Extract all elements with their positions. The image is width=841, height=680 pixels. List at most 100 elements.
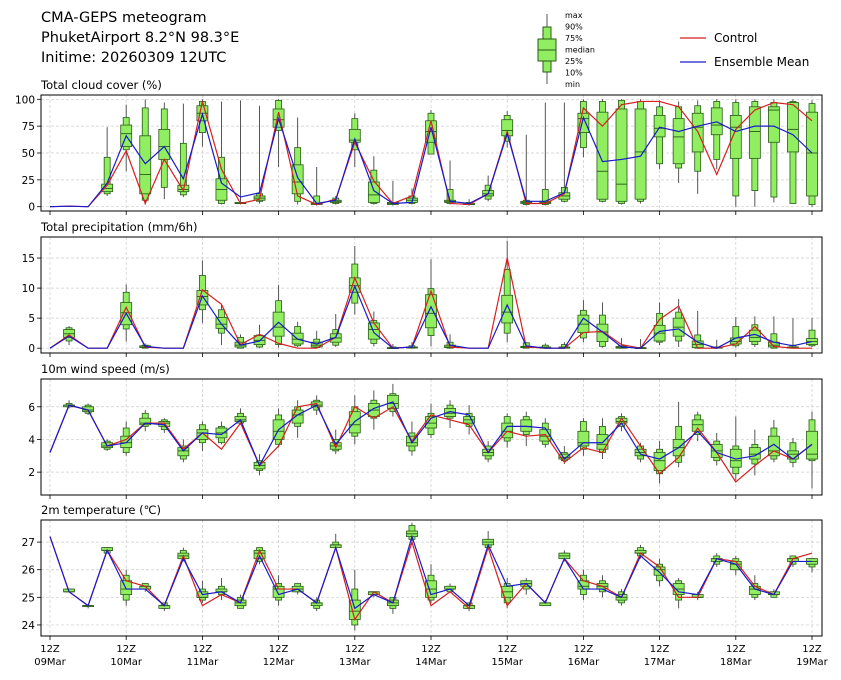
ensemble-box bbox=[329, 313, 342, 347]
ensemble-box bbox=[139, 99, 152, 205]
legend-box-label: 90% bbox=[565, 23, 583, 32]
ensemble-box bbox=[806, 100, 818, 207]
panel-title: Total cloud cover (%) bbox=[40, 78, 162, 92]
box-25-75 bbox=[806, 111, 818, 197]
box-10-90 bbox=[789, 101, 797, 204]
ensemble-box bbox=[729, 99, 742, 207]
box-25-75 bbox=[139, 417, 152, 426]
panel-0: Total cloud cover (%) 0 25 50 75 100 bbox=[15, 78, 823, 215]
ensemble-box bbox=[520, 411, 533, 446]
y-tick-label: 24 bbox=[22, 620, 36, 632]
panel-3: 2m temperature (℃) 24 25 26 27 bbox=[22, 503, 823, 640]
y-tick-label: 27 bbox=[22, 537, 35, 549]
ensemble-box bbox=[539, 418, 552, 448]
y-tick-label: 0 bbox=[28, 343, 35, 355]
x-tick-label-hour: 12Z bbox=[40, 644, 60, 655]
ensemble-box bbox=[729, 416, 742, 481]
legend-lines: Control Ensemble Mean bbox=[680, 31, 809, 69]
ensemble-box bbox=[367, 390, 380, 430]
control-line bbox=[49, 100, 813, 208]
box-25-75 bbox=[596, 323, 609, 342]
figure-title-block: CMA-GEPS meteogram PhuketAirport 8.2°N 9… bbox=[41, 8, 239, 68]
control-line bbox=[49, 402, 813, 483]
x-tick-label-hour: 12Z bbox=[421, 644, 441, 655]
x-tick-label-hour: 12Z bbox=[650, 644, 670, 655]
x-tick-label-date: 11Mar bbox=[187, 657, 219, 668]
box-25-75 bbox=[748, 106, 761, 159]
ensemble-box bbox=[520, 134, 533, 206]
ensemble-box bbox=[806, 411, 818, 489]
ensemble-box bbox=[63, 400, 75, 409]
box-25-75 bbox=[672, 118, 685, 165]
ensemble-box bbox=[748, 99, 761, 207]
box-25-75 bbox=[577, 430, 590, 447]
ensemble-box bbox=[406, 522, 418, 545]
box-10-90 bbox=[808, 329, 816, 347]
x-tick-label-date: 13Mar bbox=[339, 657, 371, 668]
x-tick-label-date: 12Mar bbox=[263, 657, 295, 668]
ensemble-box bbox=[348, 246, 361, 315]
ensemble-box bbox=[615, 99, 628, 205]
y-tick-label: 100 bbox=[15, 94, 35, 106]
y-tick-label: 50 bbox=[22, 148, 35, 160]
box-10-90 bbox=[732, 326, 740, 347]
y-tick-label: 2 bbox=[28, 467, 35, 479]
ensemble-box bbox=[196, 580, 209, 603]
ensemble-box bbox=[386, 596, 399, 614]
control-line bbox=[49, 536, 813, 621]
panel-title: 2m temperature (℃) bbox=[41, 503, 161, 517]
x-tick-label-hour: 12Z bbox=[726, 644, 746, 655]
ensemble-box bbox=[501, 240, 514, 343]
panel-frame bbox=[40, 519, 823, 637]
ensemble-box bbox=[444, 160, 456, 205]
ensemble-box bbox=[272, 285, 285, 348]
box-25-75 bbox=[596, 111, 609, 200]
ensemble-box bbox=[653, 302, 666, 346]
ensemble-box bbox=[672, 101, 685, 184]
box-25-75 bbox=[748, 447, 761, 460]
box-25-75 bbox=[120, 580, 133, 595]
ensemble-box bbox=[253, 105, 266, 204]
x-tick-label-hour: 12Z bbox=[345, 644, 365, 655]
ensemble-box bbox=[196, 99, 209, 147]
legend-boxplot-key: max 90% 75% median 25% 10% min bbox=[537, 11, 595, 89]
ensemble-box bbox=[558, 102, 571, 203]
legend-box-label: min bbox=[565, 80, 580, 89]
box-25-75 bbox=[139, 135, 152, 195]
legend-box-label: 25% bbox=[565, 57, 583, 66]
ensemble-box bbox=[596, 302, 609, 348]
y-tick-label: 25 bbox=[22, 175, 35, 187]
ensemble-mean-line bbox=[49, 401, 813, 467]
ensemble-box bbox=[787, 318, 799, 349]
ensemble-box bbox=[444, 400, 456, 429]
y-tick-label: 26 bbox=[22, 565, 36, 577]
ensemble-box bbox=[710, 99, 723, 170]
legend-mean-label: Ensemble Mean bbox=[714, 55, 809, 69]
figure-initime: Initime: 20260309 12UTC bbox=[41, 50, 227, 66]
box-25-75 bbox=[272, 585, 285, 598]
x-tick-label-hour: 12Z bbox=[802, 644, 822, 655]
figure-title: CMA-GEPS meteogram bbox=[41, 10, 207, 26]
panel-frame bbox=[40, 378, 823, 496]
x-tick-label-hour: 12Z bbox=[269, 644, 289, 655]
ensemble-box bbox=[425, 564, 437, 603]
ensemble-box bbox=[272, 575, 285, 606]
ensemble-box bbox=[158, 102, 171, 200]
ensemble-box bbox=[139, 410, 152, 432]
ensemble-box bbox=[768, 419, 780, 463]
ensemble-box bbox=[291, 117, 304, 205]
ensemble-box bbox=[310, 166, 323, 206]
ensemble-mean-line bbox=[49, 284, 813, 349]
ensemble-box bbox=[425, 110, 437, 155]
box-25-75 bbox=[234, 416, 247, 422]
ensemble-box bbox=[348, 569, 361, 631]
x-tick-label-date: 15Mar bbox=[491, 657, 523, 668]
x-tick-label-date: 18Mar bbox=[720, 657, 752, 668]
ensemble-box bbox=[215, 101, 228, 205]
ensemble-box bbox=[806, 558, 818, 573]
x-tick-label-date: 09Mar bbox=[34, 657, 66, 668]
y-tick-label: 4 bbox=[28, 434, 35, 446]
x-tick-label-date: 19Mar bbox=[796, 657, 828, 668]
box-25-75 bbox=[520, 419, 533, 432]
